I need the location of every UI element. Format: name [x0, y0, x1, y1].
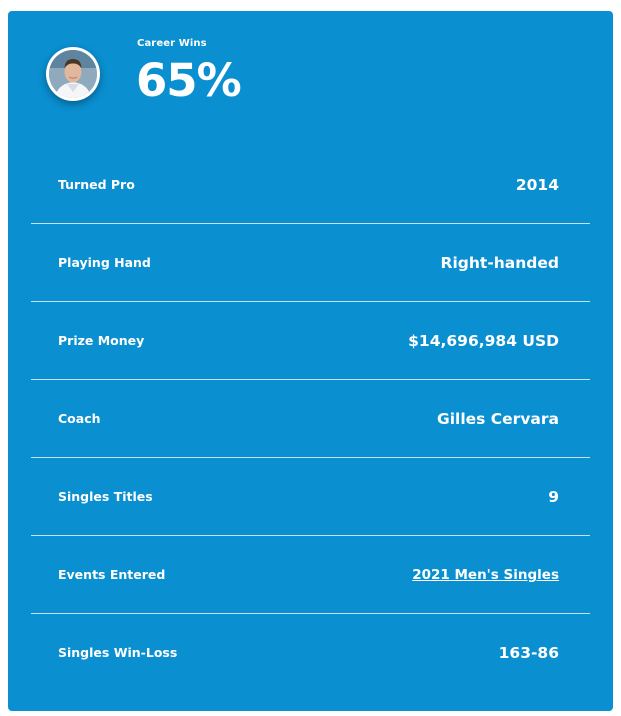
stat-value: 163-86: [498, 644, 559, 662]
stat-label: Turned Pro: [58, 177, 135, 192]
player-stats-card: Career Wins 65% Turned Pro 2014 Playing …: [8, 11, 613, 711]
career-wins-value: 65%: [136, 54, 242, 107]
stat-label: Coach: [58, 411, 101, 426]
player-photo: [49, 50, 97, 98]
player-portrait-icon: [49, 50, 97, 98]
stat-value: Gilles Cervara: [437, 410, 559, 428]
stat-row-playing-hand: Playing Hand Right-handed: [31, 224, 590, 302]
stat-label: Singles Titles: [58, 489, 153, 504]
player-avatar: [46, 47, 100, 101]
stat-label: Prize Money: [58, 333, 145, 348]
stat-label: Events Entered: [58, 567, 166, 582]
stat-row-singles-titles: Singles Titles 9: [31, 458, 590, 536]
player-header: Career Wins 65%: [8, 11, 613, 131]
stat-row-turned-pro: Turned Pro 2014: [31, 146, 590, 224]
stat-label: Playing Hand: [58, 255, 151, 270]
stat-value: 9: [548, 488, 559, 506]
stat-label: Singles Win-Loss: [58, 645, 178, 660]
career-wins-label: Career Wins: [137, 38, 207, 49]
stat-row-singles-win-loss: Singles Win-Loss 163-86: [31, 614, 590, 692]
stat-value: 2014: [515, 176, 559, 194]
stat-row-coach: Coach Gilles Cervara: [31, 380, 590, 458]
stat-row-prize-money: Prize Money $14,696,984 USD: [31, 302, 590, 380]
stats-list: Turned Pro 2014 Playing Hand Right-hande…: [31, 146, 590, 692]
stat-row-events-entered: Events Entered 2021 Men's Singles: [31, 536, 590, 614]
events-entered-link[interactable]: 2021 Men's Singles: [412, 567, 559, 583]
stat-value: Right-handed: [440, 254, 559, 272]
stat-value: $14,696,984 USD: [408, 332, 559, 350]
